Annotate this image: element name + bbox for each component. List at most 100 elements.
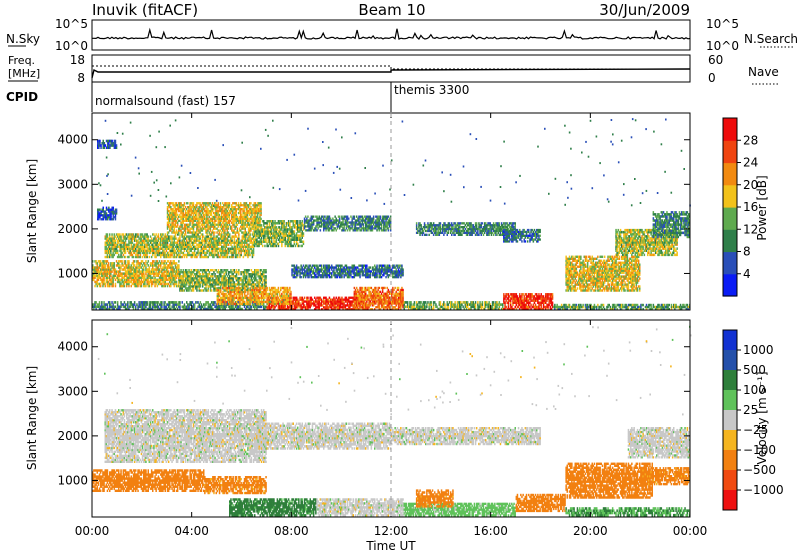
heatmap-cell-7 [206,277,208,280]
heatmap-cell-9 [175,245,178,248]
heatmap-cell-3 [411,307,413,311]
heatmap-cell-7 [241,289,243,292]
heatmap-cell-9 [175,247,178,250]
heatmap-cell-9 [198,235,200,238]
heatmap-cell-3 [470,301,472,304]
heatmap-cell-0 [206,307,208,311]
heatmap-cell-8 [218,300,221,304]
heatmap-cell-9 [210,237,213,240]
heatmap-cell-5 [674,305,676,309]
heatmap-cell-9 [112,239,114,242]
heatmap-cell-9 [182,253,185,257]
heatmap-cell-9 [165,247,168,250]
heatmap-cell-7 [198,275,200,278]
heatmap-cell-8 [260,294,263,298]
heatmap-cell-8 [263,290,265,294]
heatmap-cell-8 [241,298,243,302]
heatmap-cell-2 [360,288,362,292]
heatmap-cell-1 [309,298,311,301]
heatmap-cell-4 [542,299,545,302]
heatmap-cell-8 [230,294,232,298]
heatmap-cell-9 [161,233,163,236]
heatmap-cell-9 [109,243,111,246]
heatmap-cell-6 [145,284,147,288]
heatmap-cell-8 [269,288,272,292]
heatmap-cell-7 [200,269,203,272]
heatmap-cell-2 [386,292,388,295]
heatmap-cell-3 [423,307,426,311]
heatmap-cell-3 [442,303,444,306]
heatmap-cell-6 [148,276,151,279]
heatmap-cell-8 [265,294,267,298]
heatmap-cell-8 [217,300,220,304]
heatmap-cell-5 [572,305,574,309]
heatmap-cell-4 [525,301,528,304]
heatmap-cell-5 [633,303,635,307]
heatmap-cell-7 [265,279,267,282]
heatmap-cell-0 [126,307,128,311]
heatmap-cell-3 [446,303,448,306]
heatmap-cell-7 [218,271,221,274]
heatmap-cell-7 [209,281,212,284]
heatmap-cell-2 [394,302,396,305]
heatmap-cell-6 [156,260,159,263]
heatmap-cell-7 [189,281,191,284]
heatmap-cell-9 [132,255,135,259]
heatmap-cell-3 [473,307,476,311]
heatmap-cell-8 [220,300,222,304]
heatmap-cell-0 [172,307,174,311]
heatmap-cell-7 [240,273,242,276]
heatmap-cell-9 [197,253,199,257]
heatmap-cell-6 [148,280,151,284]
heatmap-cell-3 [480,307,482,311]
heatmap-cell-1 [325,296,327,299]
heatmap-cell-2 [355,292,358,295]
heatmap-cell-8 [229,286,231,290]
heatmap-cell-6 [166,266,169,269]
heatmap-cell-9 [161,251,163,255]
heatmap-cell-2 [354,304,357,307]
heatmap-cell-7 [224,281,226,284]
heatmap-cell-7 [231,273,233,276]
heatmap-cell-9 [145,255,147,259]
heatmap-cell-4 [550,301,553,304]
heatmap-cell-3 [491,301,494,304]
heatmap-cell-5 [667,305,669,309]
heatmap-cell-9 [150,245,153,248]
heatmap-cell-7 [201,281,204,284]
heatmap-cell-9 [143,253,145,257]
heatmap-cell-7 [247,285,249,288]
heatmap-cell-8 [254,300,256,304]
heatmap-cell-7 [259,271,262,274]
heatmap-cell-4 [534,299,537,302]
heatmap-cell-1 [269,308,272,311]
heatmap-cell-4 [520,303,522,307]
heatmap-cell-6 [145,268,147,271]
heatmap-cell-3 [478,305,480,309]
heatmap-cell-5 [659,307,661,311]
heatmap-cell-1 [325,308,327,311]
heatmap-cell-6 [160,276,162,279]
heatmap-cell-7 [182,281,185,284]
heatmap-cell-6 [138,282,140,286]
heatmap-cell-5 [585,307,588,311]
heatmap-cell-3 [491,305,494,309]
heatmap-cell-9 [214,239,216,242]
heatmap-cell-2 [360,294,362,297]
heatmap-cell-8 [230,292,232,296]
heatmap-cell-2 [401,286,403,290]
heatmap-cell-0 [197,301,199,304]
heatmap-cell-9 [115,233,118,236]
heatmap-cell-9 [182,251,185,255]
heatmap-cell-8 [250,292,253,296]
heatmap-cell-6 [136,262,138,265]
heatmap-cell-6 [169,278,171,282]
heatmap-cell-7 [213,287,215,290]
heatmap-cell-9 [104,235,106,238]
heatmap-cell-4 [539,307,541,311]
heatmap-cell-2 [394,292,396,295]
heatmap-cell-2 [381,286,384,290]
heatmap-cell-7 [181,289,183,292]
heatmap-cell-4 [519,297,521,300]
heatmap-cell-9 [210,233,213,236]
